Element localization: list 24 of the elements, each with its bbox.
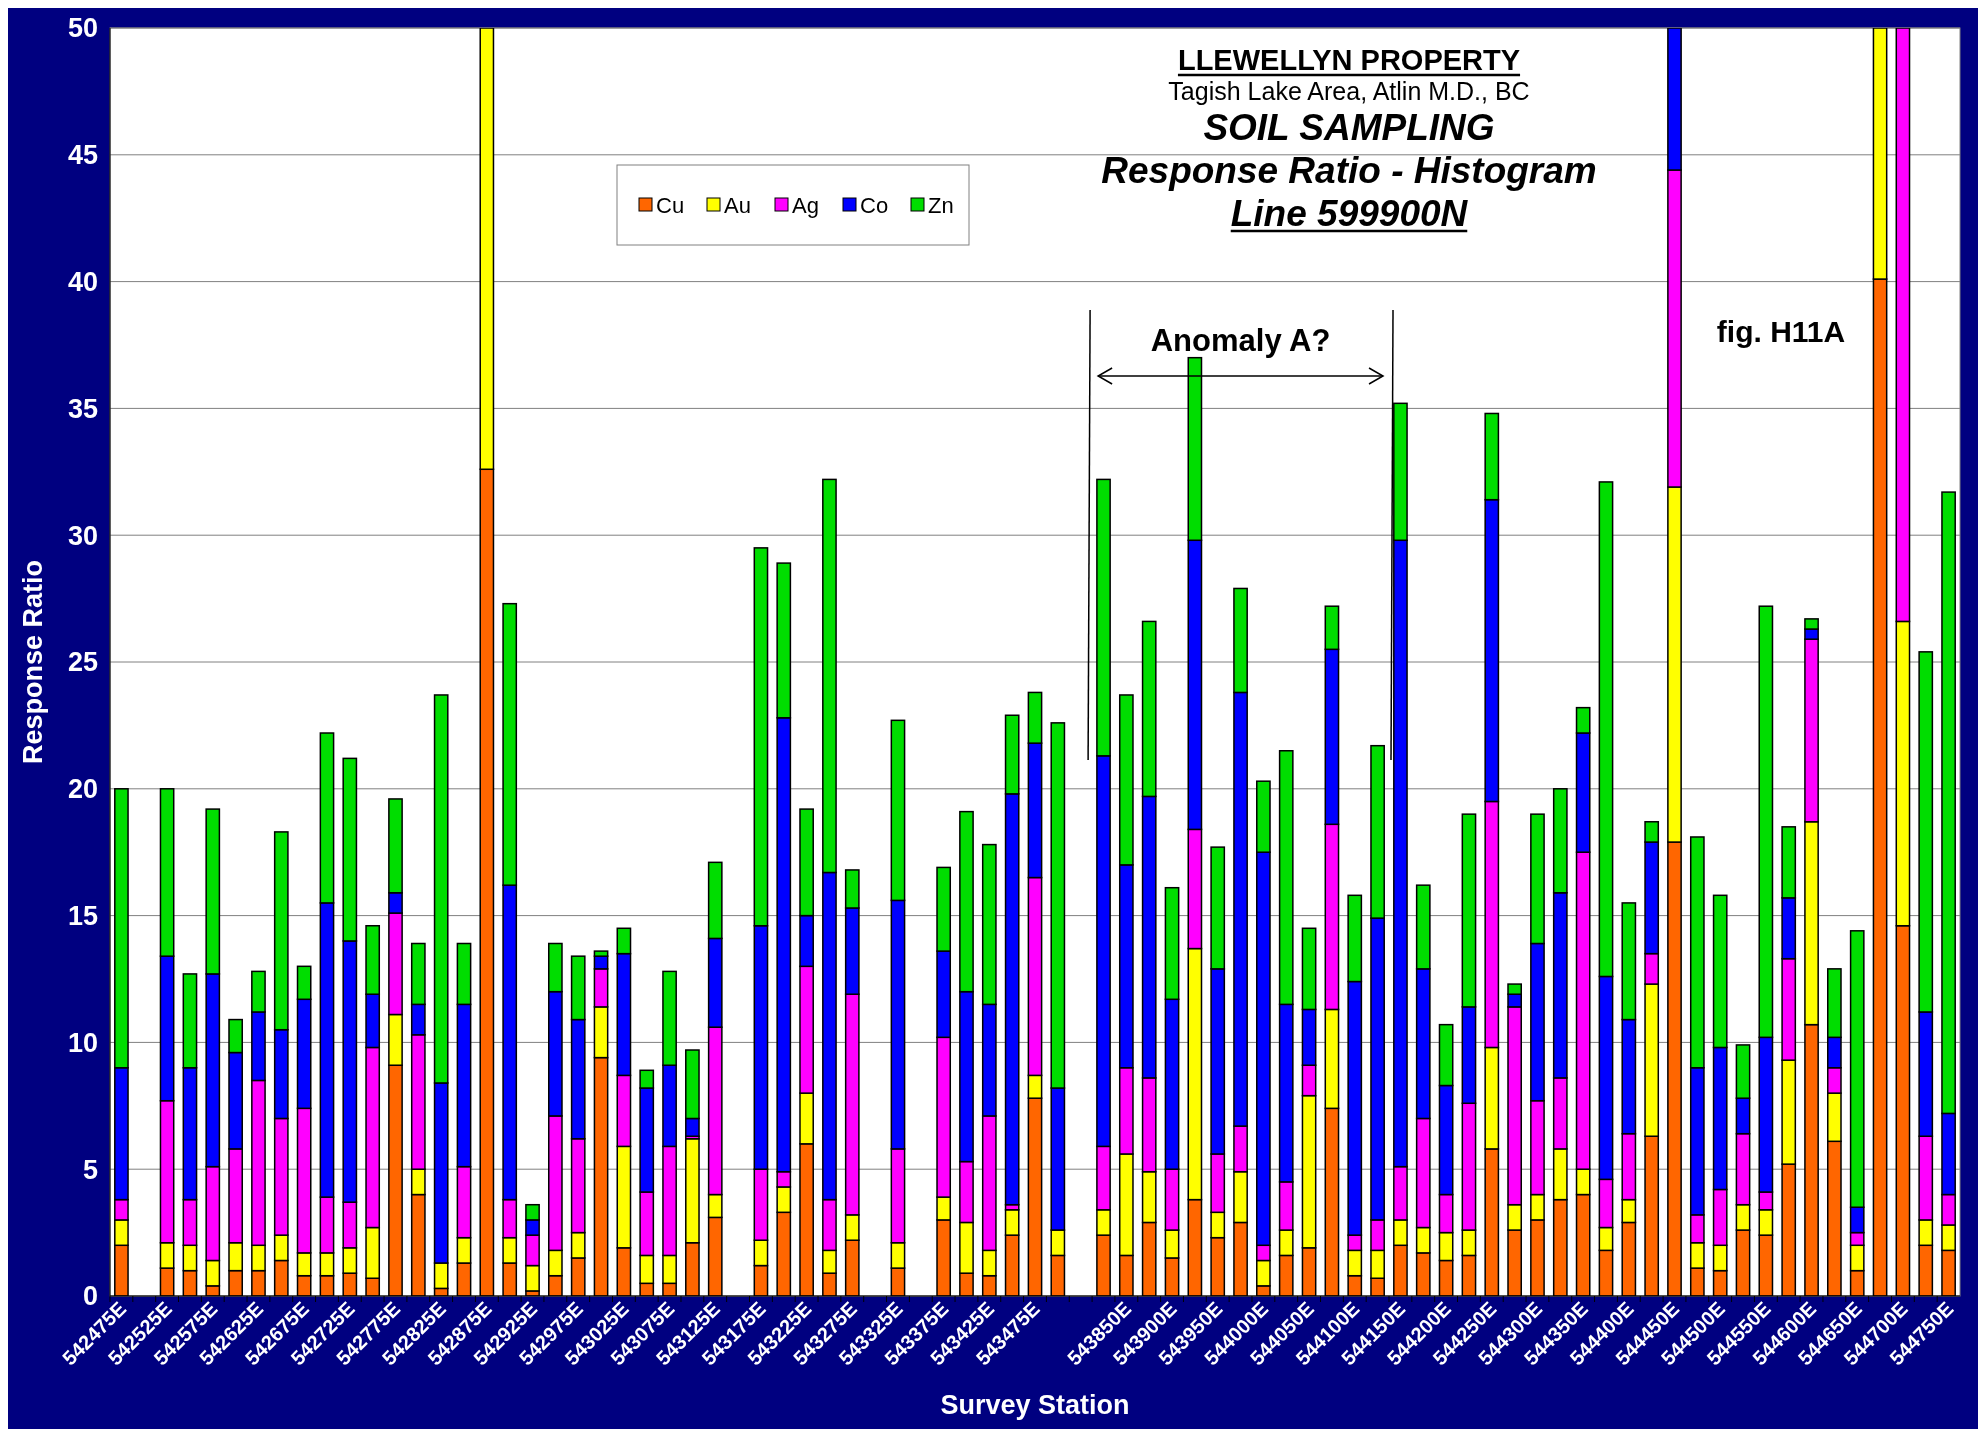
legend-label: Au <box>724 192 751 218</box>
y-tick-label: 25 <box>67 647 98 678</box>
text: LLEWELLYN PROPERTY <box>1177 44 1521 76</box>
legend-label: Co <box>860 192 889 218</box>
text: Tagish Lake Area, Atlin M.D., BC <box>1168 77 1530 105</box>
x-axis-title: Survey Station <box>940 1390 1130 1420</box>
y-tick-label: 5 <box>82 1154 98 1185</box>
annotation: Response Ratio - Histogram <box>1101 150 1597 191</box>
legend-label: Zn <box>928 192 954 218</box>
annotation: fig. H11A <box>1716 315 1846 348</box>
annotation: SOIL SAMPLING <box>1203 107 1495 148</box>
legend-label: Cu <box>656 192 685 218</box>
annotation: Line 599900N <box>1230 193 1469 234</box>
y-tick-label: 35 <box>67 393 98 424</box>
legend-label: Ag <box>792 192 819 218</box>
y-tick-label: 30 <box>67 520 98 551</box>
y-tick-label: 50 <box>67 13 98 44</box>
y-axis-title: Response Ratio <box>18 559 48 765</box>
y-tick-label: 15 <box>67 901 98 932</box>
y-tick-label: 45 <box>67 140 98 171</box>
y-tick-label: 20 <box>67 774 98 805</box>
annotation: Anomaly A? <box>1150 323 1331 358</box>
y-tick-label: 10 <box>67 1027 98 1058</box>
y-tick-label: 40 <box>67 267 98 298</box>
